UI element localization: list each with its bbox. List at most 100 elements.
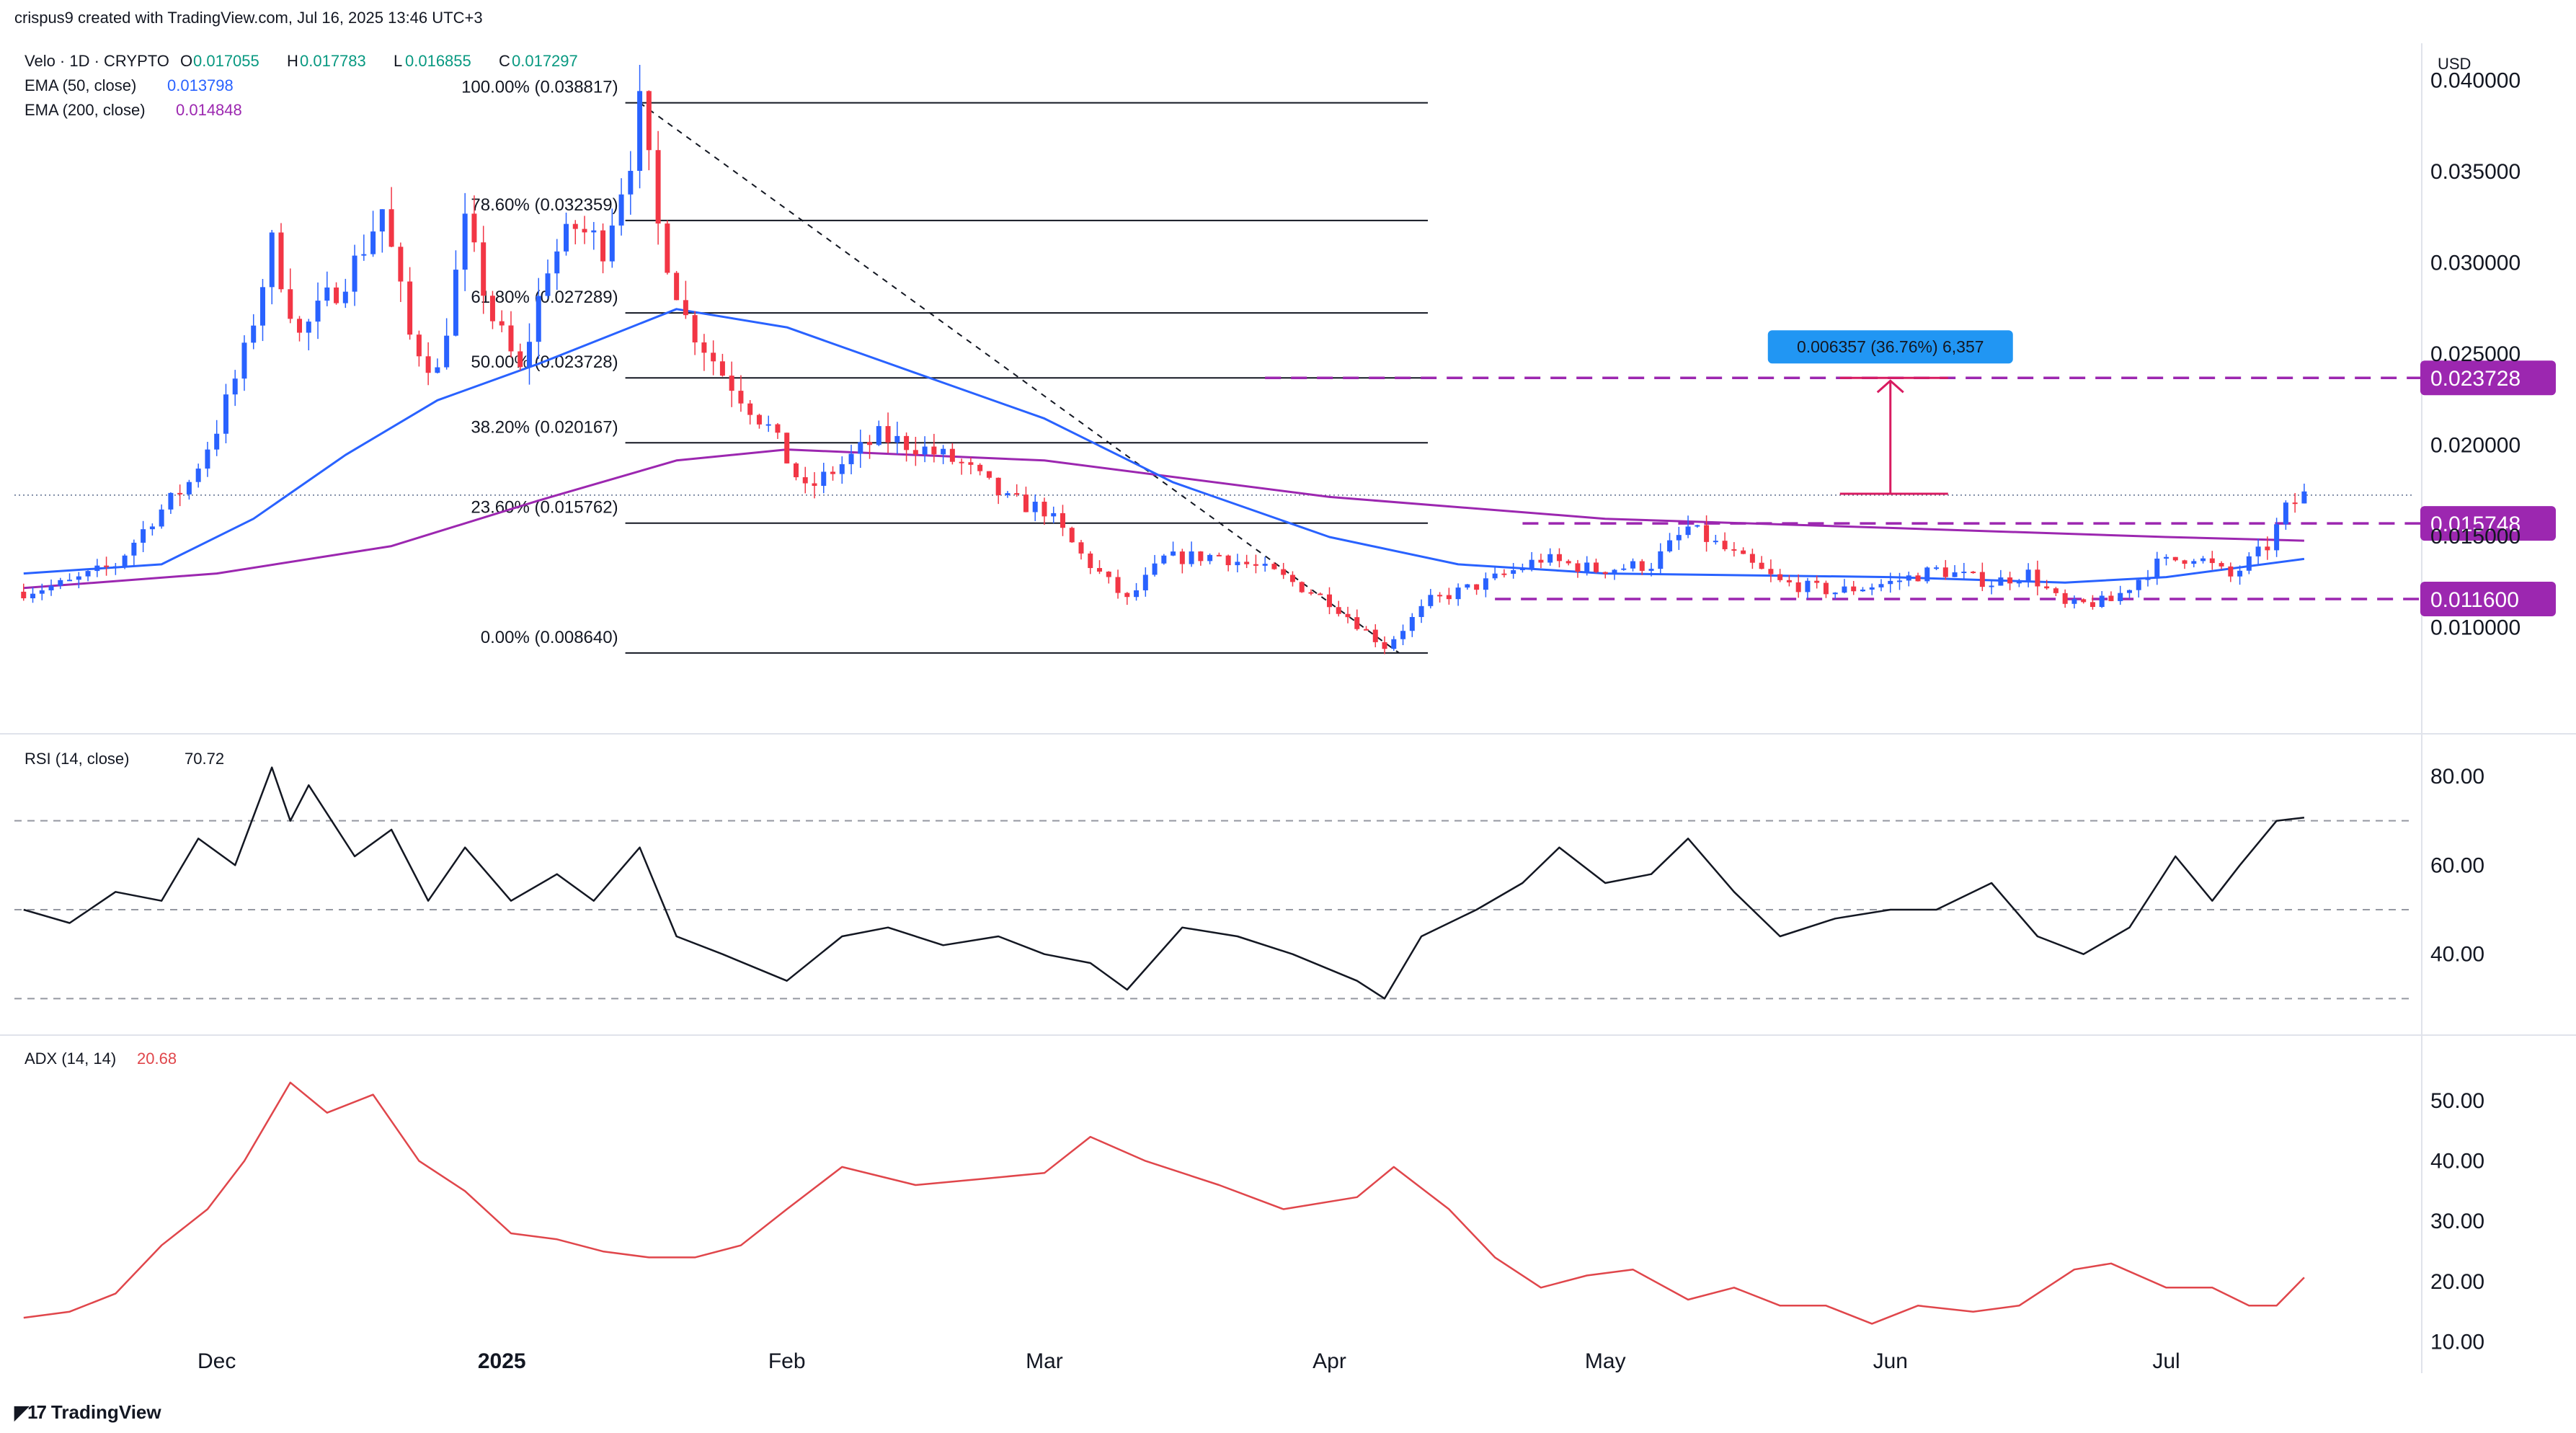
candle bbox=[609, 208, 615, 268]
candle-body bbox=[885, 426, 891, 443]
fib-level-label: 0.00% (0.008640) bbox=[481, 628, 618, 647]
candle bbox=[949, 443, 955, 465]
price-tick-label: 0.025000 bbox=[2430, 342, 2521, 366]
candle-body bbox=[1942, 567, 1948, 577]
candle bbox=[1667, 533, 1673, 553]
legend-close-value: 0.017297 bbox=[512, 52, 578, 70]
candle-body bbox=[1124, 593, 1130, 598]
candle-body bbox=[370, 231, 376, 254]
price-tick-label: 0.015000 bbox=[2430, 525, 2521, 549]
candle bbox=[1768, 559, 1774, 582]
candle bbox=[361, 234, 367, 261]
candle-body bbox=[1979, 572, 1985, 587]
candle-body bbox=[21, 591, 27, 598]
candle-body bbox=[1961, 572, 1967, 574]
candle bbox=[104, 556, 110, 576]
candle bbox=[2292, 493, 2298, 513]
candle bbox=[1142, 567, 1148, 597]
measure-label: 0.006357 (36.76%) 6,357 bbox=[1797, 337, 1984, 356]
candle-body bbox=[582, 229, 587, 233]
candle-body bbox=[195, 469, 201, 482]
candle-body bbox=[802, 477, 808, 484]
candle bbox=[912, 436, 918, 466]
candle-body bbox=[2053, 588, 2058, 593]
candle bbox=[1501, 569, 1507, 578]
candle bbox=[2071, 595, 2077, 609]
level-price-tag bbox=[2420, 360, 2556, 396]
candle bbox=[379, 209, 385, 253]
candle bbox=[2136, 578, 2141, 598]
candle-body bbox=[1676, 535, 1682, 541]
candle bbox=[214, 420, 220, 456]
candle bbox=[1225, 554, 1231, 572]
candle-body bbox=[665, 223, 670, 273]
candle-body bbox=[205, 449, 210, 469]
candle bbox=[1262, 556, 1268, 572]
candle-body bbox=[922, 446, 928, 455]
candle bbox=[986, 471, 992, 480]
candle-body bbox=[112, 566, 118, 568]
candle-body bbox=[1501, 573, 1507, 575]
candle bbox=[1961, 562, 1967, 580]
candle bbox=[2265, 536, 2270, 560]
candle-body bbox=[425, 356, 431, 373]
candle-body bbox=[674, 272, 680, 301]
candle bbox=[1115, 569, 1121, 599]
candle bbox=[765, 415, 771, 432]
candle bbox=[251, 314, 257, 350]
candle bbox=[858, 430, 863, 469]
main-legend: Velo · 1D · CRYPTO O 0.017055 H 0.017783… bbox=[25, 52, 2471, 119]
candle-body bbox=[141, 529, 146, 543]
candle-body bbox=[122, 555, 128, 567]
candle bbox=[1602, 571, 1608, 579]
candle-body bbox=[297, 319, 303, 333]
candle-body bbox=[1915, 575, 1921, 582]
candle bbox=[2062, 589, 2068, 608]
candle bbox=[1161, 554, 1167, 565]
candle bbox=[600, 223, 606, 274]
date-tick-label: Dec bbox=[197, 1349, 236, 1373]
candle bbox=[1823, 580, 1829, 598]
candle-body bbox=[2081, 599, 2087, 603]
candle-body bbox=[1704, 525, 1710, 542]
candle-body bbox=[251, 325, 257, 343]
candle-body bbox=[1207, 554, 1213, 562]
candle-body bbox=[2016, 581, 2022, 584]
candle bbox=[1547, 548, 1553, 566]
adx-legend: ADX (14, 14) 20.68 bbox=[25, 1050, 177, 1068]
candle bbox=[278, 223, 284, 293]
candle bbox=[518, 343, 523, 371]
candle bbox=[398, 242, 404, 302]
candle bbox=[545, 259, 551, 299]
candle bbox=[1906, 571, 1911, 587]
legend-symbol: Velo · 1D · CRYPTO bbox=[25, 52, 169, 70]
legend-ema50-value: 0.013798 bbox=[167, 76, 234, 94]
candle bbox=[1814, 575, 1820, 589]
candle-body bbox=[1216, 554, 1222, 556]
legend-high-key: H bbox=[287, 52, 298, 70]
fib-level-label: 38.20% (0.020167) bbox=[471, 417, 618, 437]
legend-ema200-value: 0.014848 bbox=[176, 101, 242, 119]
candle-body bbox=[85, 571, 91, 577]
candle-body bbox=[352, 255, 357, 292]
candle-body bbox=[1842, 586, 1847, 593]
candle bbox=[1354, 609, 1360, 631]
candle bbox=[1345, 606, 1351, 624]
candle-body bbox=[508, 325, 514, 352]
candle bbox=[582, 216, 587, 244]
candle-body bbox=[2145, 578, 2151, 580]
legend-ema200-label: EMA (200, close) bbox=[25, 101, 146, 119]
level-price-tag bbox=[2420, 582, 2556, 616]
candle-body bbox=[1308, 592, 1314, 594]
candle bbox=[1326, 587, 1332, 615]
candle-body bbox=[2071, 599, 2077, 604]
candle-body bbox=[1952, 572, 1958, 577]
candle bbox=[747, 399, 753, 425]
candle-body bbox=[67, 580, 73, 582]
adx-tick-label: 50.00 bbox=[2430, 1089, 2484, 1113]
creator-line: crispus9 created with TradingView.com, J… bbox=[14, 9, 483, 27]
candle bbox=[1041, 497, 1047, 525]
candle bbox=[904, 432, 910, 462]
candle-body bbox=[76, 576, 81, 580]
